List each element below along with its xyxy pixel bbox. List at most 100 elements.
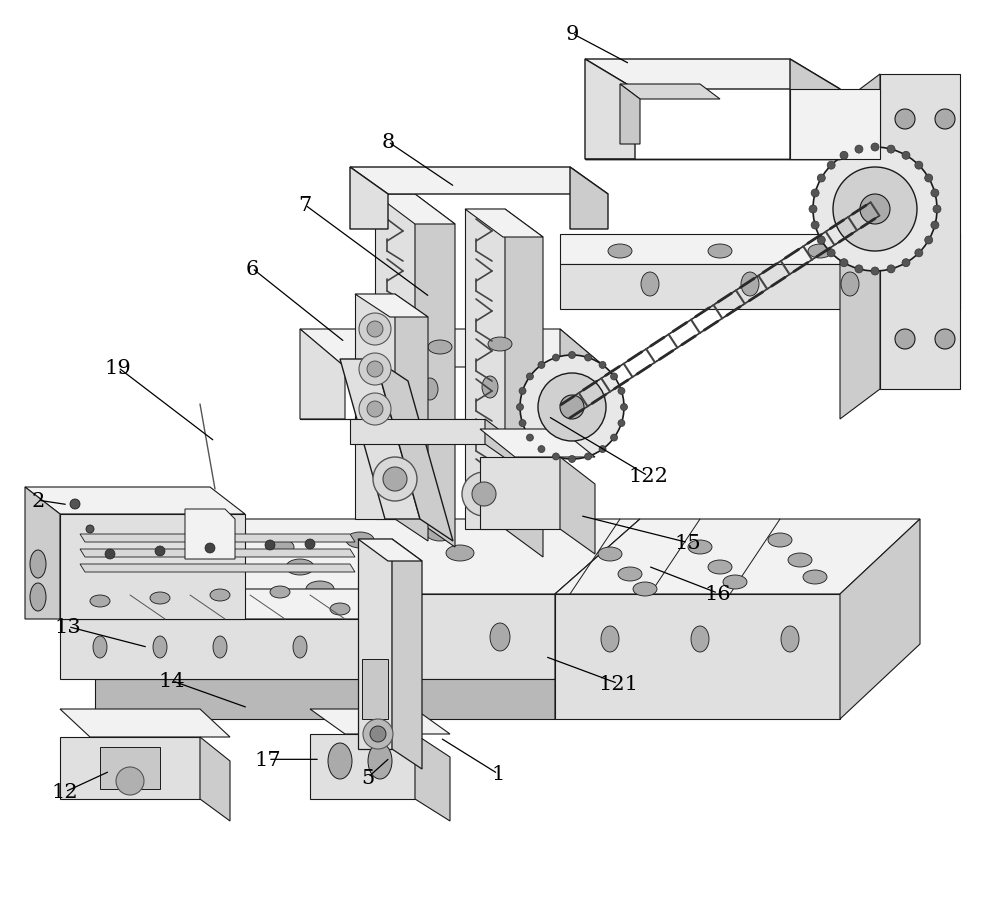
Ellipse shape [213, 636, 227, 658]
Ellipse shape [428, 341, 452, 354]
Polygon shape [350, 168, 608, 195]
Circle shape [915, 250, 923, 258]
Text: 15: 15 [675, 533, 701, 553]
Polygon shape [560, 457, 595, 555]
Polygon shape [358, 539, 422, 561]
Ellipse shape [488, 337, 512, 352]
Circle shape [265, 540, 275, 550]
Polygon shape [485, 419, 518, 467]
Circle shape [618, 420, 625, 427]
Circle shape [519, 388, 526, 395]
Circle shape [902, 152, 910, 161]
Ellipse shape [386, 575, 414, 590]
Ellipse shape [803, 570, 827, 584]
Text: 122: 122 [628, 466, 668, 486]
Ellipse shape [30, 584, 46, 612]
Ellipse shape [206, 566, 234, 583]
Circle shape [370, 726, 386, 742]
Text: 17: 17 [255, 750, 281, 769]
Circle shape [519, 420, 526, 427]
Circle shape [855, 265, 863, 273]
Ellipse shape [598, 548, 622, 561]
Polygon shape [358, 539, 392, 750]
Circle shape [516, 404, 524, 411]
Circle shape [935, 110, 955, 130]
Circle shape [871, 143, 879, 152]
Polygon shape [95, 594, 555, 679]
Polygon shape [80, 565, 355, 573]
Circle shape [902, 260, 910, 267]
Circle shape [462, 473, 506, 517]
Ellipse shape [633, 583, 657, 596]
Ellipse shape [691, 626, 709, 652]
Circle shape [895, 110, 915, 130]
Circle shape [359, 354, 391, 385]
Circle shape [538, 373, 606, 441]
Polygon shape [100, 747, 160, 789]
Ellipse shape [130, 625, 150, 653]
Circle shape [363, 719, 393, 750]
Text: 9: 9 [565, 24, 579, 44]
Circle shape [817, 175, 825, 183]
Polygon shape [880, 75, 960, 390]
Polygon shape [60, 620, 380, 679]
Ellipse shape [788, 554, 812, 567]
Ellipse shape [366, 552, 394, 568]
Ellipse shape [426, 526, 454, 541]
Ellipse shape [362, 379, 378, 400]
Circle shape [813, 148, 937, 272]
Ellipse shape [330, 603, 350, 615]
Ellipse shape [93, 636, 107, 658]
Ellipse shape [30, 550, 46, 578]
Circle shape [367, 322, 383, 337]
Polygon shape [465, 210, 505, 529]
Ellipse shape [490, 623, 510, 651]
Polygon shape [555, 594, 840, 719]
Polygon shape [570, 168, 608, 230]
Text: 19: 19 [105, 358, 131, 378]
Circle shape [305, 539, 315, 549]
Circle shape [618, 388, 625, 395]
Ellipse shape [90, 595, 110, 607]
Polygon shape [355, 295, 428, 318]
Ellipse shape [266, 539, 294, 556]
Ellipse shape [210, 589, 230, 602]
Polygon shape [375, 360, 453, 541]
Circle shape [538, 446, 545, 453]
Circle shape [895, 329, 915, 350]
Polygon shape [505, 210, 543, 557]
Circle shape [568, 456, 576, 463]
Polygon shape [465, 210, 543, 238]
Polygon shape [300, 329, 605, 368]
Polygon shape [362, 659, 388, 719]
Circle shape [359, 314, 391, 345]
Polygon shape [560, 264, 960, 309]
Ellipse shape [808, 244, 832, 259]
Polygon shape [25, 487, 60, 620]
Circle shape [871, 268, 879, 276]
Ellipse shape [293, 636, 307, 658]
Ellipse shape [306, 582, 334, 597]
Polygon shape [585, 60, 840, 90]
Ellipse shape [328, 743, 352, 779]
Circle shape [70, 500, 80, 510]
Ellipse shape [286, 559, 314, 575]
Text: 13: 13 [55, 617, 81, 637]
Polygon shape [560, 329, 605, 419]
Polygon shape [25, 487, 245, 514]
Text: 5: 5 [361, 768, 375, 787]
Polygon shape [392, 539, 422, 769]
Ellipse shape [220, 625, 240, 653]
Ellipse shape [186, 547, 214, 562]
Circle shape [611, 373, 618, 381]
Circle shape [599, 446, 606, 453]
Circle shape [935, 329, 955, 350]
Circle shape [827, 250, 835, 258]
Polygon shape [620, 85, 640, 145]
Circle shape [827, 162, 835, 170]
Ellipse shape [618, 567, 642, 582]
Polygon shape [355, 295, 395, 520]
Circle shape [855, 146, 863, 154]
Polygon shape [310, 734, 415, 799]
Polygon shape [95, 520, 640, 594]
